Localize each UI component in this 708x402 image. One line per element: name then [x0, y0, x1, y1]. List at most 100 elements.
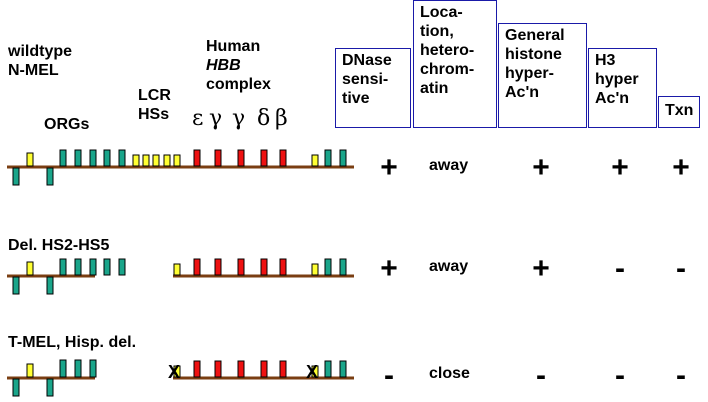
header-h3-line: Ac'n: [595, 90, 630, 107]
lcr-hs-box: [132, 154, 140, 167]
hbb-label-line2: HBB: [206, 57, 241, 74]
org-box: [59, 359, 67, 378]
yellow-box-3prime: [311, 154, 319, 167]
header-location: Loca- tion, hetero- chrom- atin: [413, 0, 497, 128]
org-box: [89, 149, 97, 167]
org-box: [59, 149, 67, 167]
header-histone-line: histone: [505, 46, 562, 63]
lcr-hs1-box: [173, 365, 181, 378]
row1-dnase-symbol: +: [380, 151, 398, 184]
header-general-histone: General histone hyper- Ac'n: [498, 23, 587, 128]
row2-location-value: away: [429, 258, 469, 275]
lcr-label-line1: LCR: [138, 87, 171, 104]
org-box-below: [12, 276, 20, 295]
org-box: [74, 359, 82, 378]
hbb-gene-box: [214, 360, 222, 378]
row2-txn-symbol: -: [676, 252, 686, 285]
header-location-line: atin: [420, 80, 449, 97]
wildtype-label-line1: wildtype: [8, 43, 73, 60]
header-txn-line: Txn: [665, 102, 694, 119]
org-box: [89, 359, 97, 378]
org-box-below: [12, 167, 20, 186]
org-box: [324, 149, 332, 167]
lcr-hs1-box: [173, 263, 181, 276]
header-histone-line: hyper-: [505, 65, 554, 82]
header-histone-line: General: [505, 27, 565, 44]
hbb-gene-box: [193, 360, 201, 378]
lcr-label: LCR HSs: [138, 86, 171, 124]
hbb-gene-box: [237, 258, 245, 276]
hbb-gene-box: [260, 258, 268, 276]
row3-histone-symbol: -: [536, 359, 546, 392]
lcr-hs-box: [152, 154, 160, 167]
row3-dnase-symbol: -: [384, 359, 394, 392]
hbb-gene-box: [214, 258, 222, 276]
yellow-box-3prime: [311, 365, 319, 378]
hbb-gene-box: [279, 258, 287, 276]
hbb-gene-box: [237, 360, 245, 378]
org-box: [74, 149, 82, 167]
org-box: [324, 258, 332, 276]
org-box: [59, 258, 67, 276]
yellow-box-above: [26, 363, 34, 378]
header-dnase-line: DNase: [342, 52, 392, 69]
header-histone-line: Ac'n: [505, 84, 540, 101]
human-hbb-label: Human HBB complex: [206, 37, 271, 94]
tmel-label: T-MEL, Hisp. del.: [8, 334, 137, 351]
lcr-hs-box: [173, 154, 181, 167]
greek-gamma-2: γ: [232, 106, 246, 131]
hbb-gene-box: [260, 149, 268, 167]
row2-histone-symbol: +: [532, 252, 550, 285]
header-location-line: hetero-: [420, 42, 475, 59]
hbb-gene-box: [193, 258, 201, 276]
wildtype-label-line2: N-MEL: [8, 62, 59, 79]
lcr-label-line2: HSs: [138, 106, 170, 123]
yellow-box-above: [26, 261, 34, 276]
hbb-gene-box: [214, 149, 222, 167]
row1-h3-symbol: +: [611, 151, 629, 184]
complex-label-line3: complex: [206, 76, 271, 93]
header-dnase-line: tive: [342, 90, 370, 107]
greek-epsilon: ε: [192, 106, 204, 131]
org-box: [324, 360, 332, 378]
org-box: [103, 258, 111, 276]
header-txn: Txn: [658, 96, 700, 128]
org-box: [339, 258, 347, 276]
org-box: [89, 258, 97, 276]
header-dnase-line: sensi-: [342, 71, 389, 88]
row3-txn-symbol: -: [676, 359, 686, 392]
yellow-box-3prime: [311, 263, 319, 276]
header-location-line: tion,: [420, 23, 454, 40]
header-location-line: chrom-: [420, 61, 475, 78]
human-label-line1: Human: [206, 38, 261, 55]
header-h3-line: H3: [595, 52, 616, 69]
row2-h3-symbol: -: [615, 252, 625, 285]
row1-location-value: away: [429, 157, 469, 174]
x-mark-3prime: X: [306, 362, 319, 382]
org-box: [103, 149, 111, 167]
hbb-gene-box: [260, 360, 268, 378]
orgs-label: ORGs: [44, 116, 90, 133]
hbb-gene-box: [279, 360, 287, 378]
org-box-below: [46, 378, 54, 397]
x-mark-lcr: X: [168, 362, 181, 382]
org-box: [74, 258, 82, 276]
header-h3-line: hyper: [595, 71, 639, 88]
del-hs-label: Del. HS2-HS5: [8, 237, 110, 254]
org-box-below: [46, 276, 54, 295]
greek-gamma-1: γ: [209, 106, 223, 131]
hbb-gene-box: [193, 149, 201, 167]
hbb-gene-box: [237, 149, 245, 167]
lcr-hs-box: [163, 154, 171, 167]
org-box-below: [12, 378, 20, 397]
header-h3: H3 hyper Ac'n: [588, 48, 657, 128]
yellow-box-above: [26, 152, 34, 167]
row3-h3-symbol: -: [615, 359, 625, 392]
org-box: [118, 258, 126, 276]
org-box: [339, 149, 347, 167]
greek-delta: δ: [257, 106, 271, 131]
org-box: [339, 360, 347, 378]
greek-beta: β: [275, 106, 288, 131]
hbb-gene-box: [279, 149, 287, 167]
